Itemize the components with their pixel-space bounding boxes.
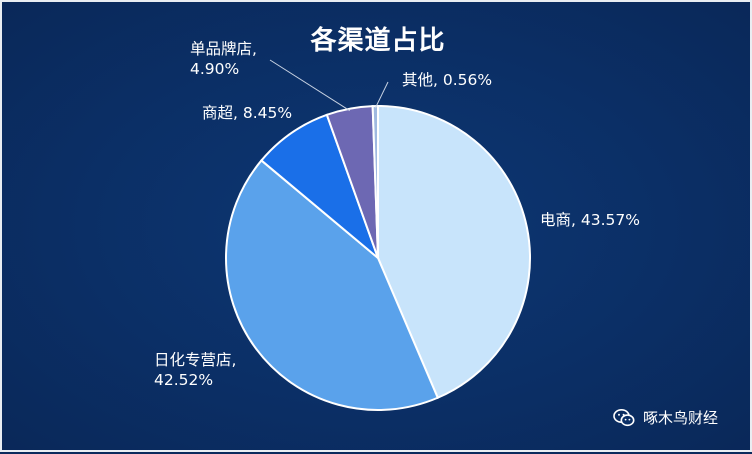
leader-line-brand-store <box>269 59 351 112</box>
watermark: 啄木鸟财经 <box>613 407 718 428</box>
chart-title: 各渠道占比 <box>310 26 446 56</box>
leader-line-other <box>374 81 389 109</box>
slice-label-supermarket: 商超, 8.45% <box>202 104 293 122</box>
slice-label-brand-store-value: 4.90% <box>190 60 240 78</box>
watermark-text: 啄木鸟财经 <box>642 409 718 427</box>
slice-label-brand-store: 单品牌店, 4.90% <box>190 39 257 79</box>
pie-slice-other <box>371 104 379 259</box>
slice-label-brand-store-name: 单品牌店, <box>190 40 257 58</box>
wechat-icon <box>613 408 635 426</box>
slice-label-specialty-store: 日化专营店, 42.52% <box>154 350 236 390</box>
slice-label-specialty-store-value: 42.52% <box>154 371 214 389</box>
pie-slice-specialty-store <box>225 159 440 411</box>
slice-label-other: 其他, 0.56% <box>402 71 493 89</box>
slice-label-specialty-store-name: 日化专营店, <box>154 351 237 369</box>
pie-slice-ecommerce <box>377 104 531 400</box>
slice-label-ecommerce: 电商, 43.57% <box>540 211 640 229</box>
